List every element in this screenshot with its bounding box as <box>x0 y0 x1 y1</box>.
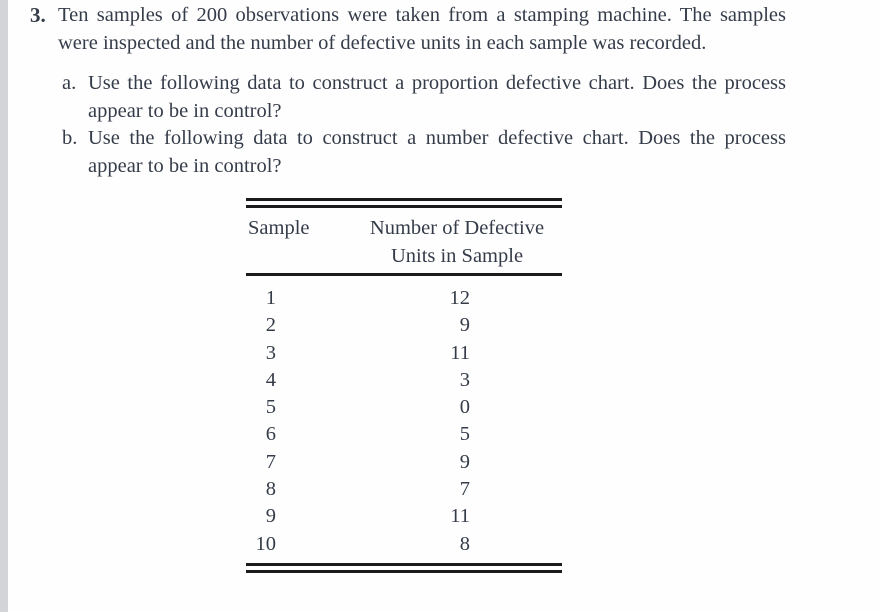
sample-cell: 1 <box>265 287 276 309</box>
part-a: a. Use the following data to construct a… <box>62 70 792 125</box>
sample-cell: 4 <box>265 368 276 391</box>
defective-units-cell: 8 <box>459 532 470 555</box>
sample-cell: 7 <box>265 450 276 473</box>
problem-block: 3. Ten samples of 200 observations were … <box>30 2 792 573</box>
table-row: 1 12 <box>246 285 562 312</box>
part-b-text: Use the following data to construct a nu… <box>88 127 786 177</box>
table-row: 9 11 <box>246 503 562 530</box>
table-bottom-rule <box>246 562 562 573</box>
part-b-marker: b. <box>62 127 78 149</box>
data-table: Sample Number of Defective Units in Samp… <box>246 198 562 573</box>
part-b: b. Use the following data to construct a… <box>62 125 792 180</box>
table-header-row: Sample Number of Defective Units in Samp… <box>246 208 562 273</box>
table-top-rule <box>246 198 562 208</box>
sample-cell: 3 <box>265 341 276 364</box>
sample-cell: 9 <box>265 505 276 528</box>
table-body: 1 12 2 9 3 11 4 3 5 0 6 5 7 9 8 7 9 11 10 8 <box>246 276 562 563</box>
table-row: 3 11 <box>246 340 562 367</box>
defective-units-cell: 0 <box>459 396 470 419</box>
column-header-defective-units: Number of Defective Units in Sample <box>369 217 545 267</box>
sample-cell: 6 <box>265 423 276 446</box>
column-header-sample: Sample <box>248 217 310 239</box>
sample-cell: 5 <box>265 396 276 419</box>
problem-parts: a. Use the following data to construct a… <box>62 70 792 180</box>
problem-statement-row: 3. Ten samples of 200 observations were … <box>30 2 792 57</box>
sample-cell: 8 <box>265 478 276 501</box>
defective-units-cell: 5 <box>459 423 470 446</box>
sample-cell: 2 <box>265 314 276 337</box>
defective-units-cell: 9 <box>459 450 470 473</box>
part-a-marker: a. <box>62 72 77 94</box>
defective-units-cell: 7 <box>459 478 470 501</box>
problem-number: 3. <box>30 3 46 27</box>
table-row: 10 8 <box>246 531 562 558</box>
defective-units-cell: 9 <box>459 314 470 337</box>
defective-units-cell: 11 <box>450 505 470 528</box>
problem-statement: Ten samples of 200 observations were tak… <box>58 4 786 54</box>
defective-units-cell: 12 <box>449 287 471 309</box>
part-a-text: Use the following data to construct a pr… <box>88 72 786 122</box>
table-header-rule <box>246 273 562 276</box>
defective-units-cell: 3 <box>459 368 470 391</box>
scan-edge-strip <box>0 0 8 612</box>
defective-units-cell: 11 <box>450 341 470 364</box>
sample-cell: 10 <box>255 532 277 555</box>
